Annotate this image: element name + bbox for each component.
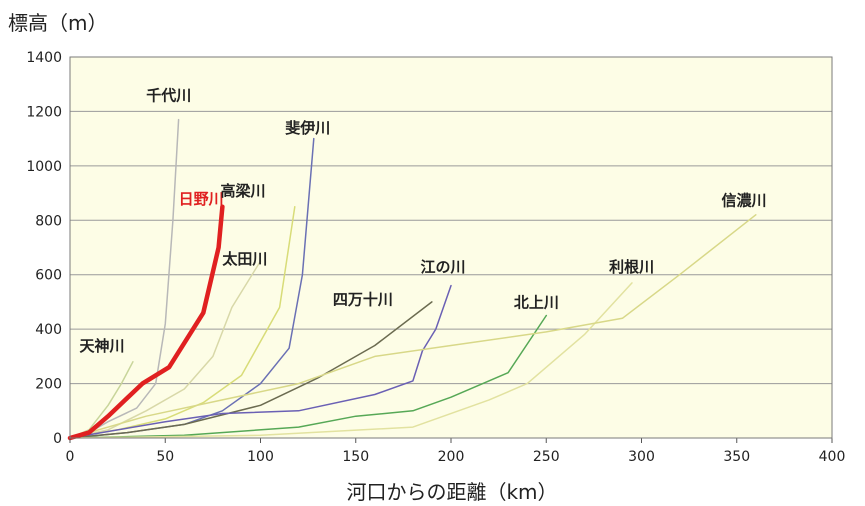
river-label: 江の川 <box>421 258 466 276</box>
y-tick-label: 1400 <box>26 50 62 66</box>
x-tick-label: 350 <box>723 449 750 465</box>
plot-border <box>69 56 833 439</box>
series-line-3 <box>67 204 225 441</box>
x-tick-label: 0 <box>66 449 75 465</box>
river-label: 千代川 <box>146 87 191 105</box>
river-label: 信濃川 <box>722 191 767 209</box>
river-label: 天神川 <box>80 337 125 355</box>
y-tick-label: 1000 <box>26 159 62 175</box>
y-tick-label: 0 <box>53 431 62 447</box>
series-line-10 <box>69 282 633 439</box>
x-tick-label: 300 <box>628 449 655 465</box>
series-lines <box>67 118 757 441</box>
y-axis-title: 標高（m） <box>8 11 107 35</box>
x-axis-title: 河口からの距離（km） <box>346 480 557 504</box>
river-label: 高梁川 <box>220 182 265 200</box>
series-line-8 <box>69 284 452 439</box>
river-label: 利根川 <box>609 258 654 276</box>
series-line-11 <box>69 214 757 439</box>
river-label: 北上川 <box>514 293 559 311</box>
x-tick-label: 400 <box>819 449 846 465</box>
y-tick-label: 200 <box>35 377 62 393</box>
river-label: 太田川 <box>222 250 267 268</box>
plot-area <box>70 57 832 438</box>
river-label: 斐伊川 <box>285 119 330 137</box>
y-tick-label: 600 <box>35 268 62 284</box>
x-tick-label: 50 <box>156 449 174 465</box>
x-tick-label: 150 <box>342 449 369 465</box>
x-tick-label: 200 <box>438 449 465 465</box>
river-label: 四万十川 <box>333 291 393 309</box>
series-line-7 <box>69 301 433 439</box>
y-tick-label: 1200 <box>26 104 62 120</box>
series-line-4 <box>69 260 262 439</box>
river-label: 日野川 <box>179 190 224 208</box>
x-tick-label: 250 <box>533 449 560 465</box>
x-tick-label: 100 <box>247 449 274 465</box>
axes: 0 200 400 600 800 1000 1200 1400 0 50 100 150 200 250… <box>26 50 845 465</box>
y-tick-label: 400 <box>35 322 62 338</box>
y-tick-label: 800 <box>35 213 62 229</box>
series-line-9 <box>69 314 548 439</box>
